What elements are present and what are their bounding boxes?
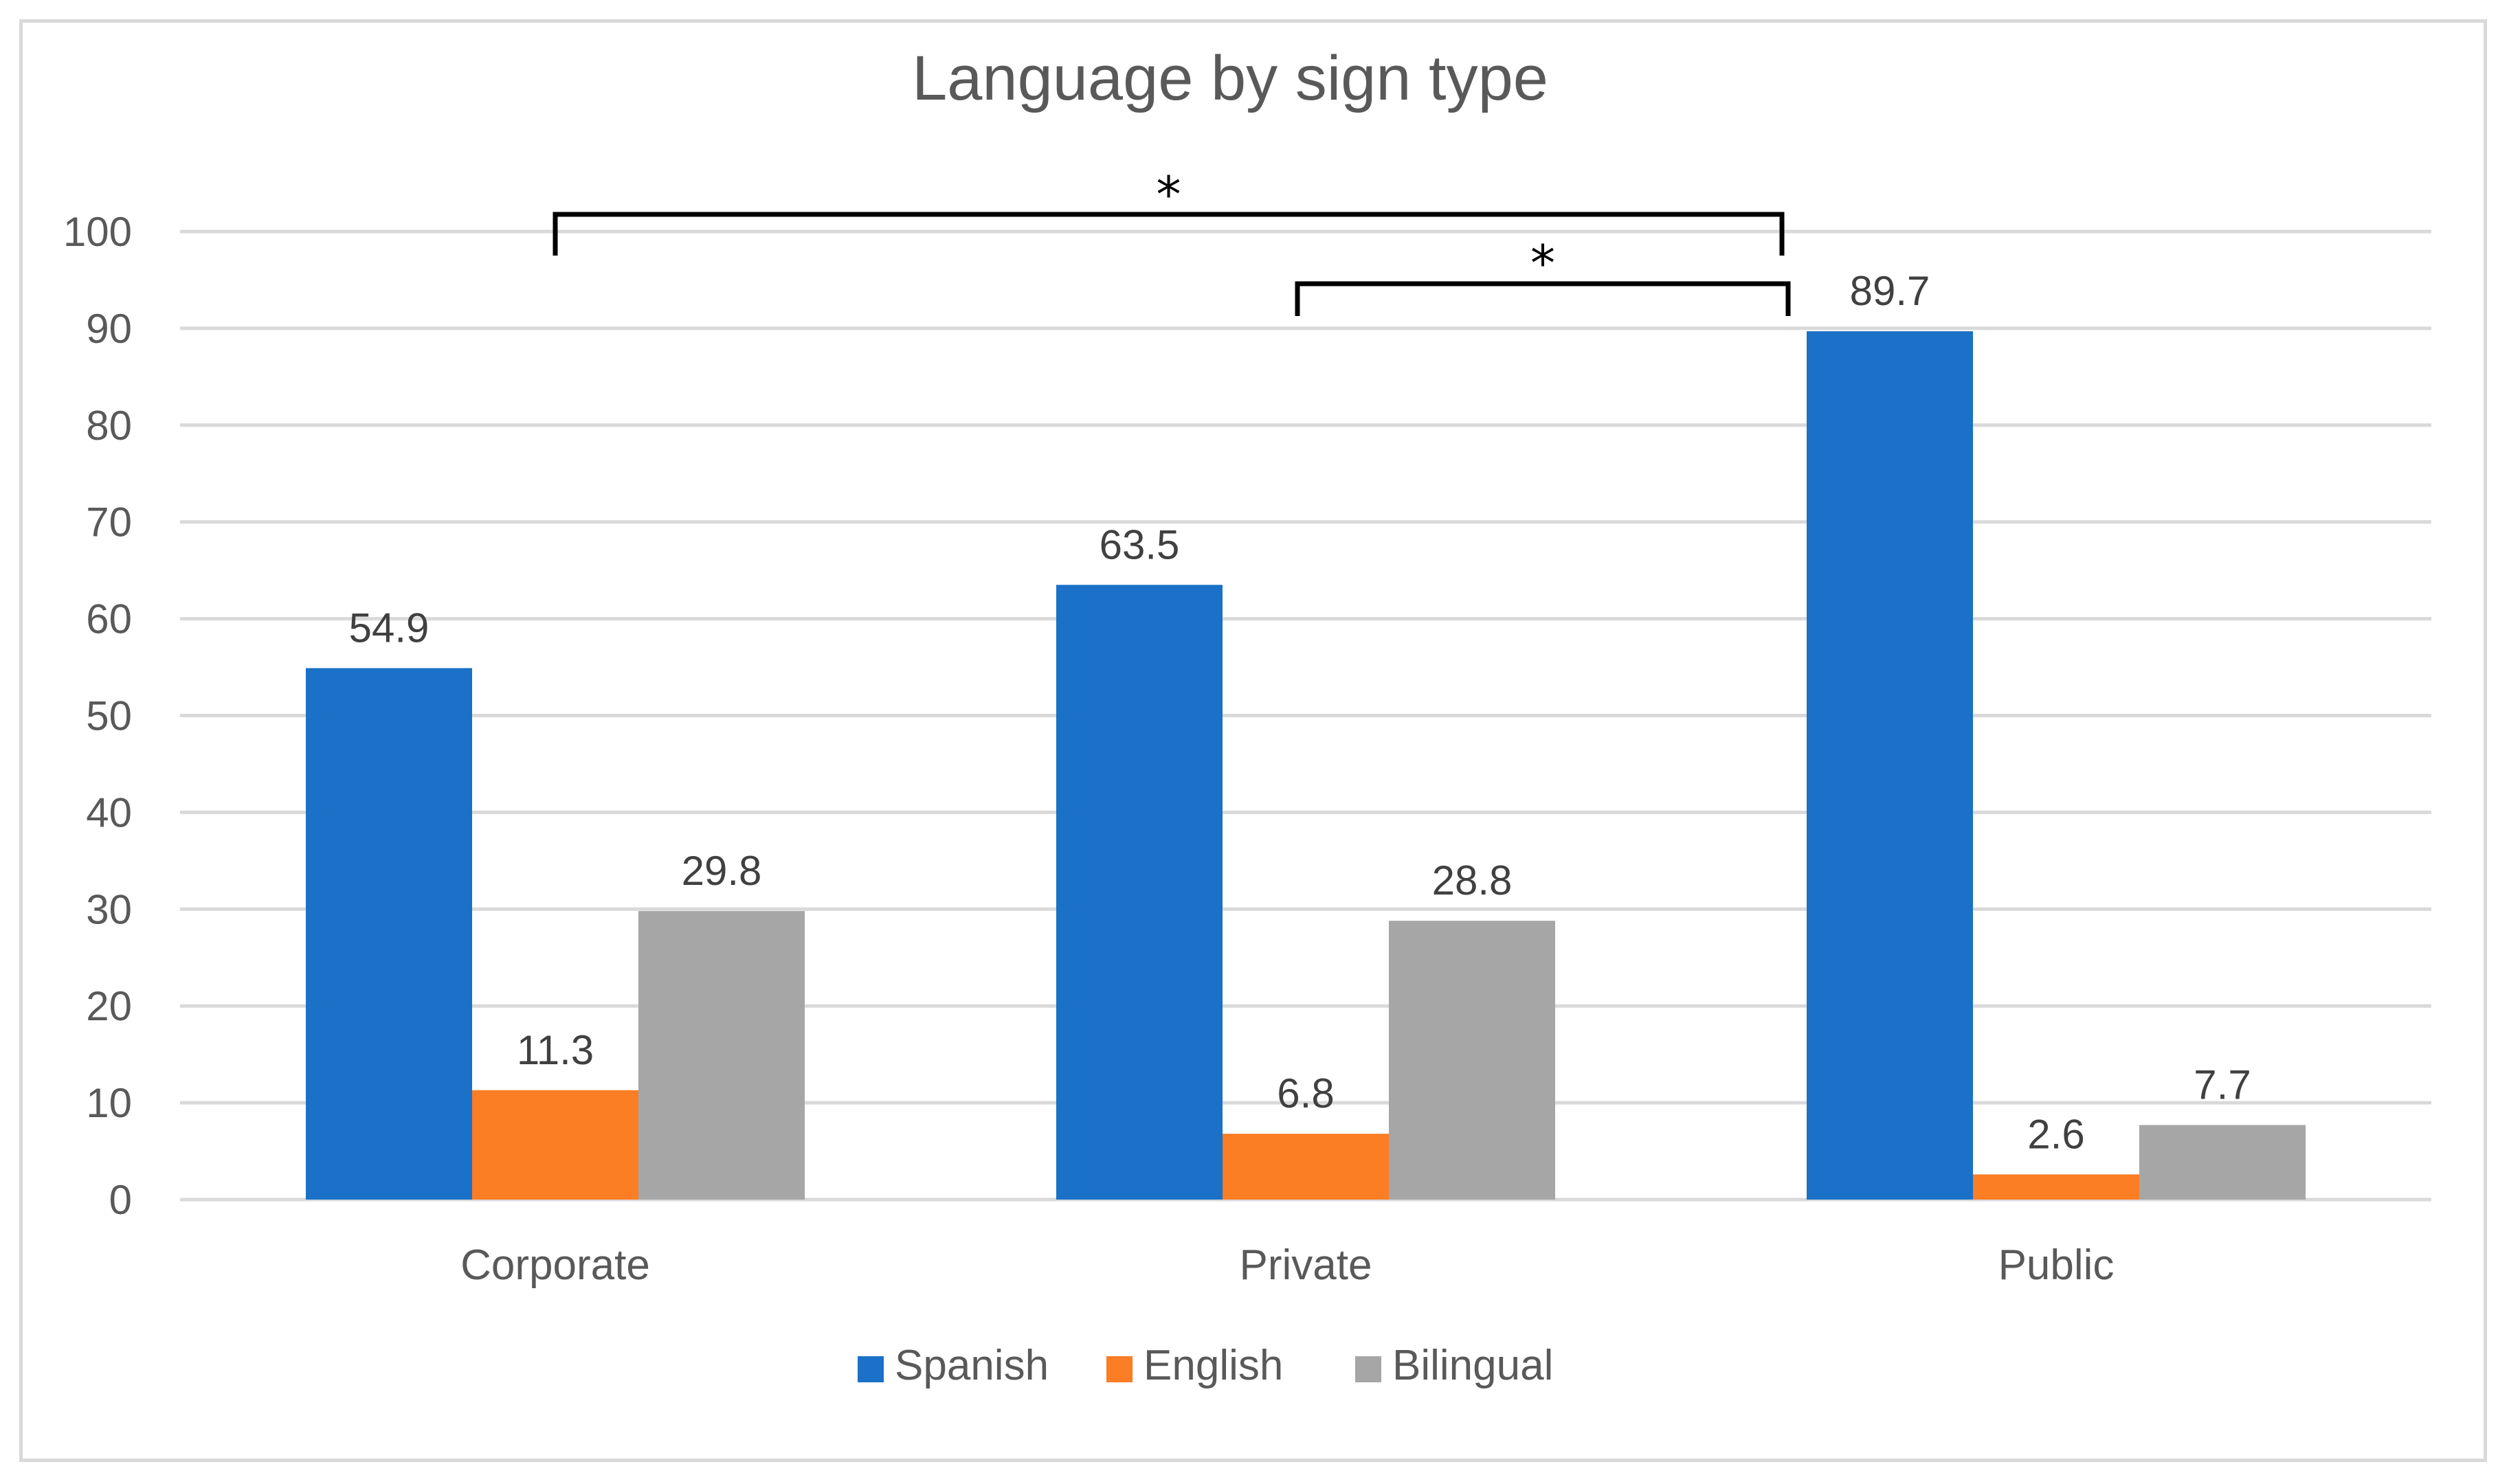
data-label-public-english: 2.6 xyxy=(2027,1111,2084,1157)
bar-private-english xyxy=(1223,1134,1389,1200)
chart-title: Language by sign type xyxy=(912,43,1548,113)
bar-public-english xyxy=(1973,1174,2139,1200)
category-label-public: Public xyxy=(1998,1241,2115,1289)
bar-public-spanish xyxy=(1807,331,1973,1200)
legend-label-bilingual: Bilingual xyxy=(1392,1342,1553,1389)
bar-corporate-spanish xyxy=(306,668,472,1200)
category-label-private: Private xyxy=(1240,1241,1372,1289)
legend-swatch-bilingual xyxy=(1355,1356,1381,1382)
significance-star-2: * xyxy=(1530,234,1555,292)
data-label-corporate-english: 11.3 xyxy=(517,1027,594,1073)
y-axis-ticks: 0 10 20 30 40 50 60 70 80 90 100 xyxy=(63,209,132,1223)
y-tick-label: 60 xyxy=(86,596,132,642)
bar-corporate-english xyxy=(472,1090,638,1200)
y-tick-label: 0 xyxy=(109,1177,132,1223)
category-labels: Corporate Private Public xyxy=(460,1241,2114,1289)
bar-private-spanish xyxy=(1056,585,1223,1200)
significance-brackets: ** xyxy=(553,166,1791,316)
bar-corporate-bilingual xyxy=(638,911,805,1200)
data-label-public-bilingual: 7.7 xyxy=(2194,1062,2251,1108)
legend-label-english: English xyxy=(1144,1342,1283,1389)
data-label-public-spanish: 89.7 xyxy=(1850,268,1930,314)
significance-star-1: * xyxy=(1157,166,1181,223)
legend: Spanish English Bilingual xyxy=(858,1342,1553,1389)
category-label-corporate: Corporate xyxy=(460,1241,650,1289)
legend-swatch-spanish xyxy=(858,1356,884,1382)
bar-public-bilingual xyxy=(2139,1125,2306,1200)
data-label-corporate-spanish: 54.9 xyxy=(349,605,430,651)
significance-bracket-2 xyxy=(1295,281,1791,316)
bars xyxy=(306,331,2306,1200)
y-tick-label: 90 xyxy=(86,306,132,352)
y-tick-label: 30 xyxy=(86,886,132,932)
y-tick-label: 80 xyxy=(86,403,132,449)
y-tick-label: 20 xyxy=(86,983,132,1029)
y-tick-label: 70 xyxy=(86,499,132,546)
y-tick-label: 40 xyxy=(86,789,132,835)
data-label-private-english: 6.8 xyxy=(1277,1070,1334,1116)
data-label-corporate-bilingual: 29.8 xyxy=(682,848,762,894)
legend-label-spanish: Spanish xyxy=(895,1342,1049,1389)
data-label-private-spanish: 63.5 xyxy=(1100,521,1180,567)
legend-swatch-english xyxy=(1106,1356,1133,1382)
data-label-private-bilingual: 28.8 xyxy=(1432,857,1513,903)
y-tick-label: 10 xyxy=(86,1080,132,1126)
significance-bracket-1 xyxy=(553,212,1785,256)
bar-private-bilingual xyxy=(1389,921,1555,1200)
y-tick-label: 100 xyxy=(63,209,132,255)
data-labels: 54.9 11.3 29.8 63.5 6.8 28.8 89.7 2.6 7.7 xyxy=(349,268,2251,1157)
y-tick-label: 50 xyxy=(86,693,132,739)
